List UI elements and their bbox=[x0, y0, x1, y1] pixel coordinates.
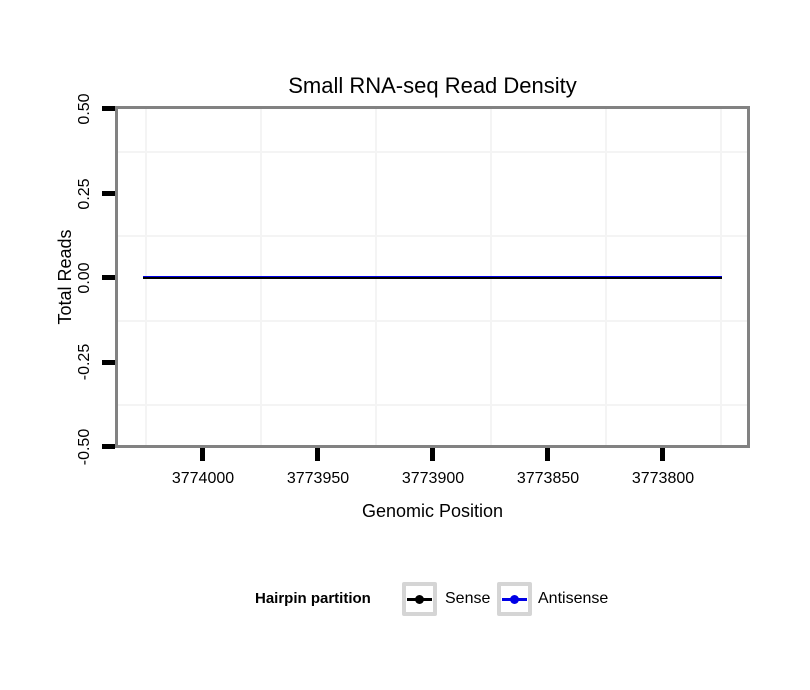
x-tick-label: 3774000 bbox=[171, 470, 235, 487]
y-tick-label: 0.50 bbox=[76, 93, 93, 125]
x-tick bbox=[660, 448, 665, 461]
x-tick-label: 3773800 bbox=[631, 470, 695, 487]
legend-label-antisense: Antisense bbox=[538, 590, 609, 607]
y-axis-title: Total Reads bbox=[55, 229, 75, 325]
x-tick-label: 3773850 bbox=[516, 470, 580, 487]
x-axis-title: Genomic Position bbox=[361, 501, 504, 521]
gridline-minor-horizontal bbox=[118, 320, 747, 322]
y-tick-label: -0.25 bbox=[76, 343, 93, 381]
x-tick bbox=[200, 448, 205, 461]
x-tick bbox=[430, 448, 435, 461]
gridline-minor-horizontal bbox=[118, 235, 747, 237]
data-line-zero-reads bbox=[143, 276, 722, 279]
y-tick-label: -0.50 bbox=[76, 428, 93, 466]
x-tick bbox=[545, 448, 550, 461]
chart-title: Small RNA-seq Read Density bbox=[288, 73, 577, 98]
legend-label-sense: Sense bbox=[445, 590, 491, 607]
gridline-minor-horizontal bbox=[118, 404, 747, 406]
y-tick bbox=[102, 275, 115, 280]
y-tick bbox=[102, 360, 115, 365]
x-tick bbox=[315, 448, 320, 461]
gridline-minor-horizontal bbox=[118, 151, 747, 153]
y-tick bbox=[102, 106, 115, 111]
legend-key-sense bbox=[402, 582, 437, 616]
sense-key-dot bbox=[415, 594, 424, 604]
x-tick-label: 3773900 bbox=[401, 470, 465, 487]
plot-panel bbox=[115, 106, 750, 448]
legend-key-antisense bbox=[497, 582, 532, 616]
antisense-key-dot bbox=[510, 594, 519, 604]
x-tick-label: 3773950 bbox=[286, 470, 350, 487]
legend-title: Hairpin partition bbox=[255, 590, 371, 607]
y-tick-label: 0.00 bbox=[76, 262, 93, 294]
sense-line bbox=[143, 277, 722, 279]
y-tick bbox=[102, 444, 115, 449]
y-tick-label: 0.25 bbox=[76, 178, 93, 210]
y-tick bbox=[102, 191, 115, 196]
